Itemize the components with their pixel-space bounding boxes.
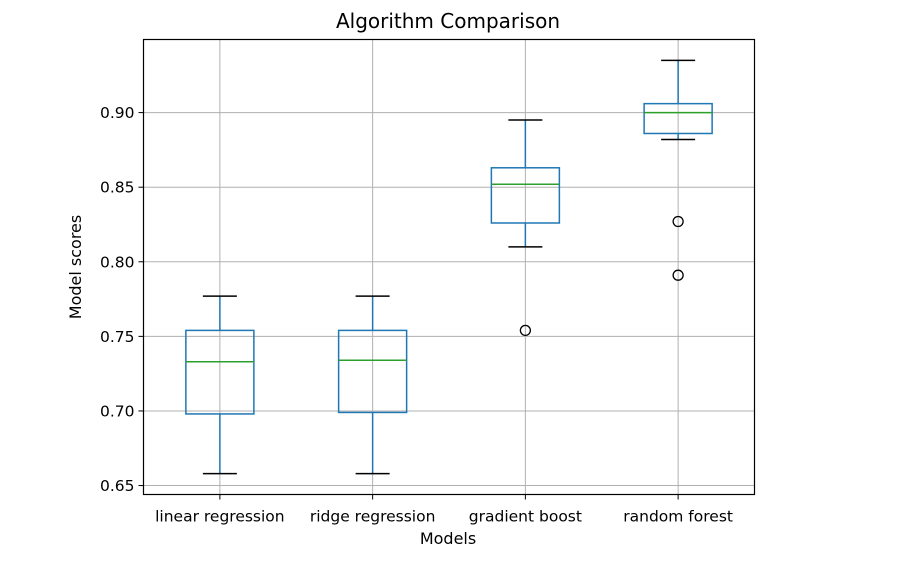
y-axis-ticks: 0.65 0.70 0.75 0.80 0.85 0.90 xyxy=(100,104,144,495)
box-plots xyxy=(185,59,713,475)
y-axis-label: Model scores xyxy=(66,215,85,319)
x-tick-label: ridge regression xyxy=(310,508,436,526)
x-axis-label: Models xyxy=(420,529,476,548)
x-tick-label: linear regression xyxy=(155,508,285,526)
iqr-box xyxy=(490,167,561,224)
outlier-point xyxy=(672,269,684,281)
y-tick-label: 0.80 xyxy=(100,253,135,271)
outlier-point xyxy=(672,215,684,228)
box-group xyxy=(337,295,408,475)
y-tick-label: 0.90 xyxy=(100,104,135,122)
iqr-box xyxy=(643,102,713,135)
y-tick-label: 0.65 xyxy=(100,477,135,495)
plot-frame xyxy=(142,38,756,496)
chart-title: Algorithm Comparison xyxy=(336,9,560,33)
outlier-point xyxy=(519,324,532,337)
box-group xyxy=(643,59,713,281)
x-tick-label: random forest xyxy=(623,508,733,526)
y-tick-label: 0.85 xyxy=(100,179,135,197)
y-tick-label: 0.70 xyxy=(100,402,135,420)
box-group xyxy=(490,119,561,337)
box-group xyxy=(185,295,255,475)
iqr-box xyxy=(185,329,255,415)
x-tick-label: gradient boost xyxy=(469,508,582,526)
y-tick-label: 0.75 xyxy=(100,328,135,346)
x-axis-ticks: linear regression ridge regression gradien… xyxy=(155,494,733,526)
grid xyxy=(143,39,755,495)
iqr-box xyxy=(337,329,408,414)
